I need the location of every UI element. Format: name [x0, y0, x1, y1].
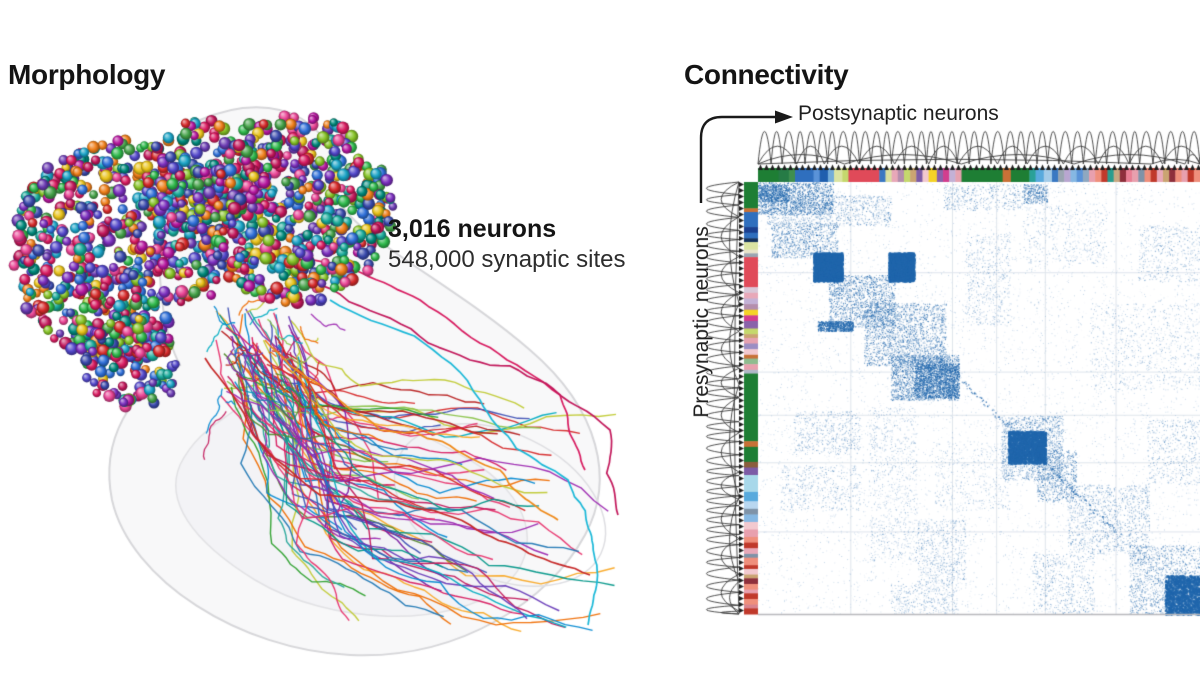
postsynaptic-arrow [699, 110, 793, 203]
brain-morphology-rendering [0, 80, 670, 672]
postsynaptic-neurons-label: Postsynaptic neurons [798, 102, 999, 125]
synaptic-sites-count: 548,000 synaptic sites [388, 246, 626, 273]
presynaptic-neurons-label: Presynaptic neurons [690, 226, 713, 418]
neuron-count: 3,016 neurons [388, 215, 557, 243]
connectivity-panel-title: Connectivity [684, 58, 849, 90]
arrow-shaft [699, 115, 775, 203]
neuron-stats: 3,016 neurons 548,000 synaptic sites [388, 214, 625, 275]
arrowhead-icon [775, 110, 793, 124]
connectivity-matrix-canvas [690, 130, 1200, 626]
